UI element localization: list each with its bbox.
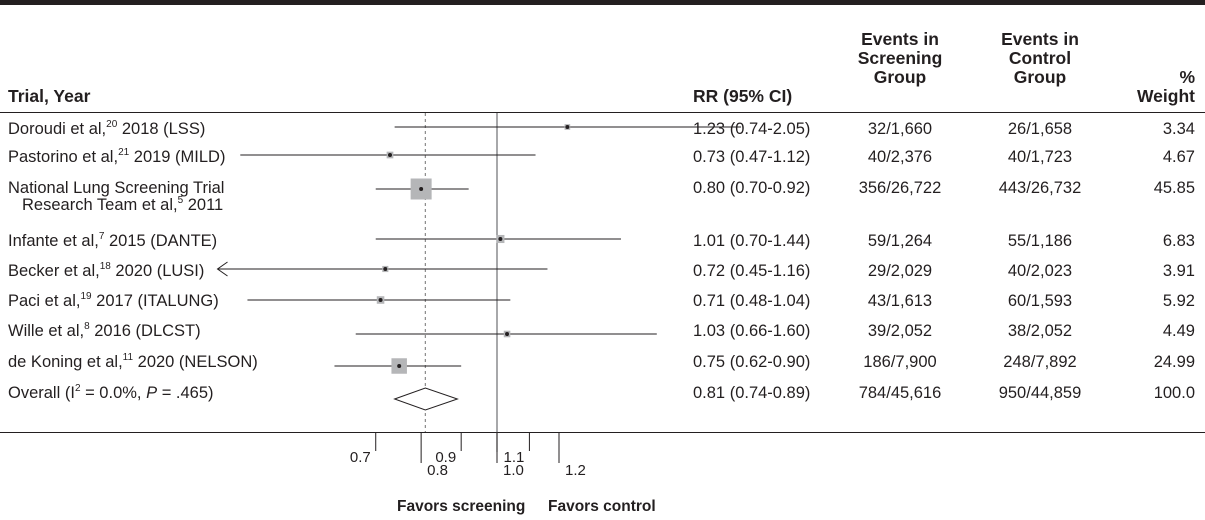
screening-becker: 29/2,029 bbox=[867, 262, 933, 280]
control-paci: 60/1,593 bbox=[1007, 292, 1073, 310]
control-dekoning: 248/7,892 bbox=[1003, 353, 1077, 371]
header-weight-line2: Weight bbox=[1136, 86, 1195, 106]
study-point-3 bbox=[419, 187, 424, 191]
favors-screening-label: Favors screening bbox=[397, 498, 526, 515]
control-infante: 55/1,186 bbox=[1007, 232, 1073, 250]
header-screening-line1: Events in bbox=[861, 29, 939, 49]
rr-doroudi: 1.23 (0.74-2.05) bbox=[693, 120, 811, 138]
study-ci-arrow-5 bbox=[216, 261, 228, 277]
trial-label-infante: Infante et al,7 2015 (DANTE) bbox=[8, 230, 218, 250]
rr-wille: 1.03 (0.66-1.60) bbox=[693, 322, 811, 340]
weight-doroudi: 3.34 bbox=[1162, 120, 1195, 138]
study-point-6 bbox=[378, 298, 383, 302]
rr-nlst: 0.80 (0.70-0.92) bbox=[693, 179, 811, 197]
header-control-line3: Group bbox=[1013, 67, 1067, 87]
header-screening: Events in Screening Group bbox=[850, 30, 950, 87]
trial-label-dekoning: de Koning et al,11 2020 (NELSON) bbox=[8, 351, 258, 371]
header-control: Events in Control Group bbox=[990, 30, 1090, 87]
rr-pastorino: 0.73 (0.47-1.12) bbox=[693, 148, 811, 166]
weight-overall: 100.0 bbox=[1153, 384, 1195, 402]
control-overall: 950/44,859 bbox=[998, 384, 1082, 402]
header-rr: RR (95% CI) bbox=[693, 86, 793, 106]
trial-label-nlst-line2: Research Team et al,5 2011 bbox=[22, 194, 224, 214]
weight-pastorino: 4.67 bbox=[1162, 148, 1195, 166]
overall-diamond bbox=[393, 387, 459, 411]
header-control-line1: Events in bbox=[1001, 29, 1079, 49]
study-point-7 bbox=[505, 332, 510, 336]
trial-label-overall: Overall (I2 = 0.0%, P = .465) bbox=[8, 382, 214, 402]
axis-tick-label-1-1: 1.1 bbox=[504, 449, 525, 466]
trial-label-becker: Becker et al,18 2020 (LUSI) bbox=[8, 260, 205, 280]
control-wille: 38/2,052 bbox=[1007, 322, 1073, 340]
weight-infante: 6.83 bbox=[1162, 232, 1195, 250]
screening-overall: 784/45,616 bbox=[858, 384, 942, 402]
axis-tick-label-0-7: 0.7 bbox=[350, 449, 371, 466]
rr-paci: 0.71 (0.48-1.04) bbox=[693, 292, 811, 310]
favors-control-label: Favors control bbox=[548, 498, 656, 515]
rr-becker: 0.72 (0.45-1.16) bbox=[693, 262, 811, 280]
screening-paci: 43/1,613 bbox=[867, 292, 933, 310]
study-point-4 bbox=[498, 237, 503, 241]
header-rule bbox=[0, 112, 1205, 113]
axis-tick-label-0-9: 0.9 bbox=[435, 449, 456, 466]
screening-infante: 59/1,264 bbox=[867, 232, 933, 250]
trial-label-paci: Paci et al,19 2017 (ITALUNG) bbox=[8, 290, 219, 310]
weight-wille: 4.49 bbox=[1162, 322, 1195, 340]
weight-dekoning: 24.99 bbox=[1153, 353, 1195, 371]
trial-label-pastorino: Pastorino et al,21 2019 (MILD) bbox=[8, 146, 226, 166]
screening-wille: 39/2,052 bbox=[867, 322, 933, 340]
control-pastorino: 40/1,723 bbox=[1007, 148, 1073, 166]
axis-tick-label-1-2: 1.2 bbox=[565, 462, 586, 479]
axis-tick-label-1-0: 1.0 bbox=[503, 462, 524, 479]
axis-tick-label-0-8: 0.8 bbox=[427, 462, 448, 479]
header-weight-line1: % bbox=[1179, 67, 1195, 87]
header-screening-line3: Group bbox=[873, 67, 927, 87]
screening-pastorino: 40/2,376 bbox=[867, 148, 933, 166]
header-screening-line2: Screening bbox=[857, 48, 943, 68]
trial-label-doroudi: Doroudi et al,20 2018 (LSS) bbox=[8, 118, 206, 138]
control-becker: 40/2,023 bbox=[1007, 262, 1073, 280]
rr-dekoning: 0.75 (0.62-0.90) bbox=[693, 353, 811, 371]
study-point-2 bbox=[387, 153, 392, 157]
trial-label-nlst-line1: National Lung Screening Trial bbox=[8, 179, 225, 197]
weight-becker: 3.91 bbox=[1162, 262, 1195, 280]
weight-paci: 5.92 bbox=[1162, 292, 1195, 310]
weight-nlst: 45.85 bbox=[1153, 179, 1195, 197]
control-doroudi: 26/1,658 bbox=[1007, 120, 1073, 138]
header-trial-year: Trial, Year bbox=[8, 86, 91, 106]
trial-label-wille: Wille et al,8 2016 (DLCST) bbox=[8, 320, 201, 340]
header-weight: % Weight bbox=[1115, 68, 1195, 106]
study-point-1 bbox=[565, 125, 570, 129]
screening-doroudi: 32/1,660 bbox=[867, 120, 933, 138]
rr-infante: 1.01 (0.70-1.44) bbox=[693, 232, 811, 250]
study-point-5 bbox=[383, 267, 388, 271]
top-rule bbox=[0, 0, 1205, 5]
bottom-rule bbox=[0, 432, 1205, 433]
screening-nlst: 356/26,722 bbox=[858, 179, 942, 197]
study-point-8 bbox=[397, 364, 402, 368]
rr-overall: 0.81 (0.74-0.89) bbox=[693, 384, 811, 402]
control-nlst: 443/26,732 bbox=[998, 179, 1082, 197]
screening-dekoning: 186/7,900 bbox=[863, 353, 937, 371]
header-control-line2: Control bbox=[1008, 48, 1072, 68]
